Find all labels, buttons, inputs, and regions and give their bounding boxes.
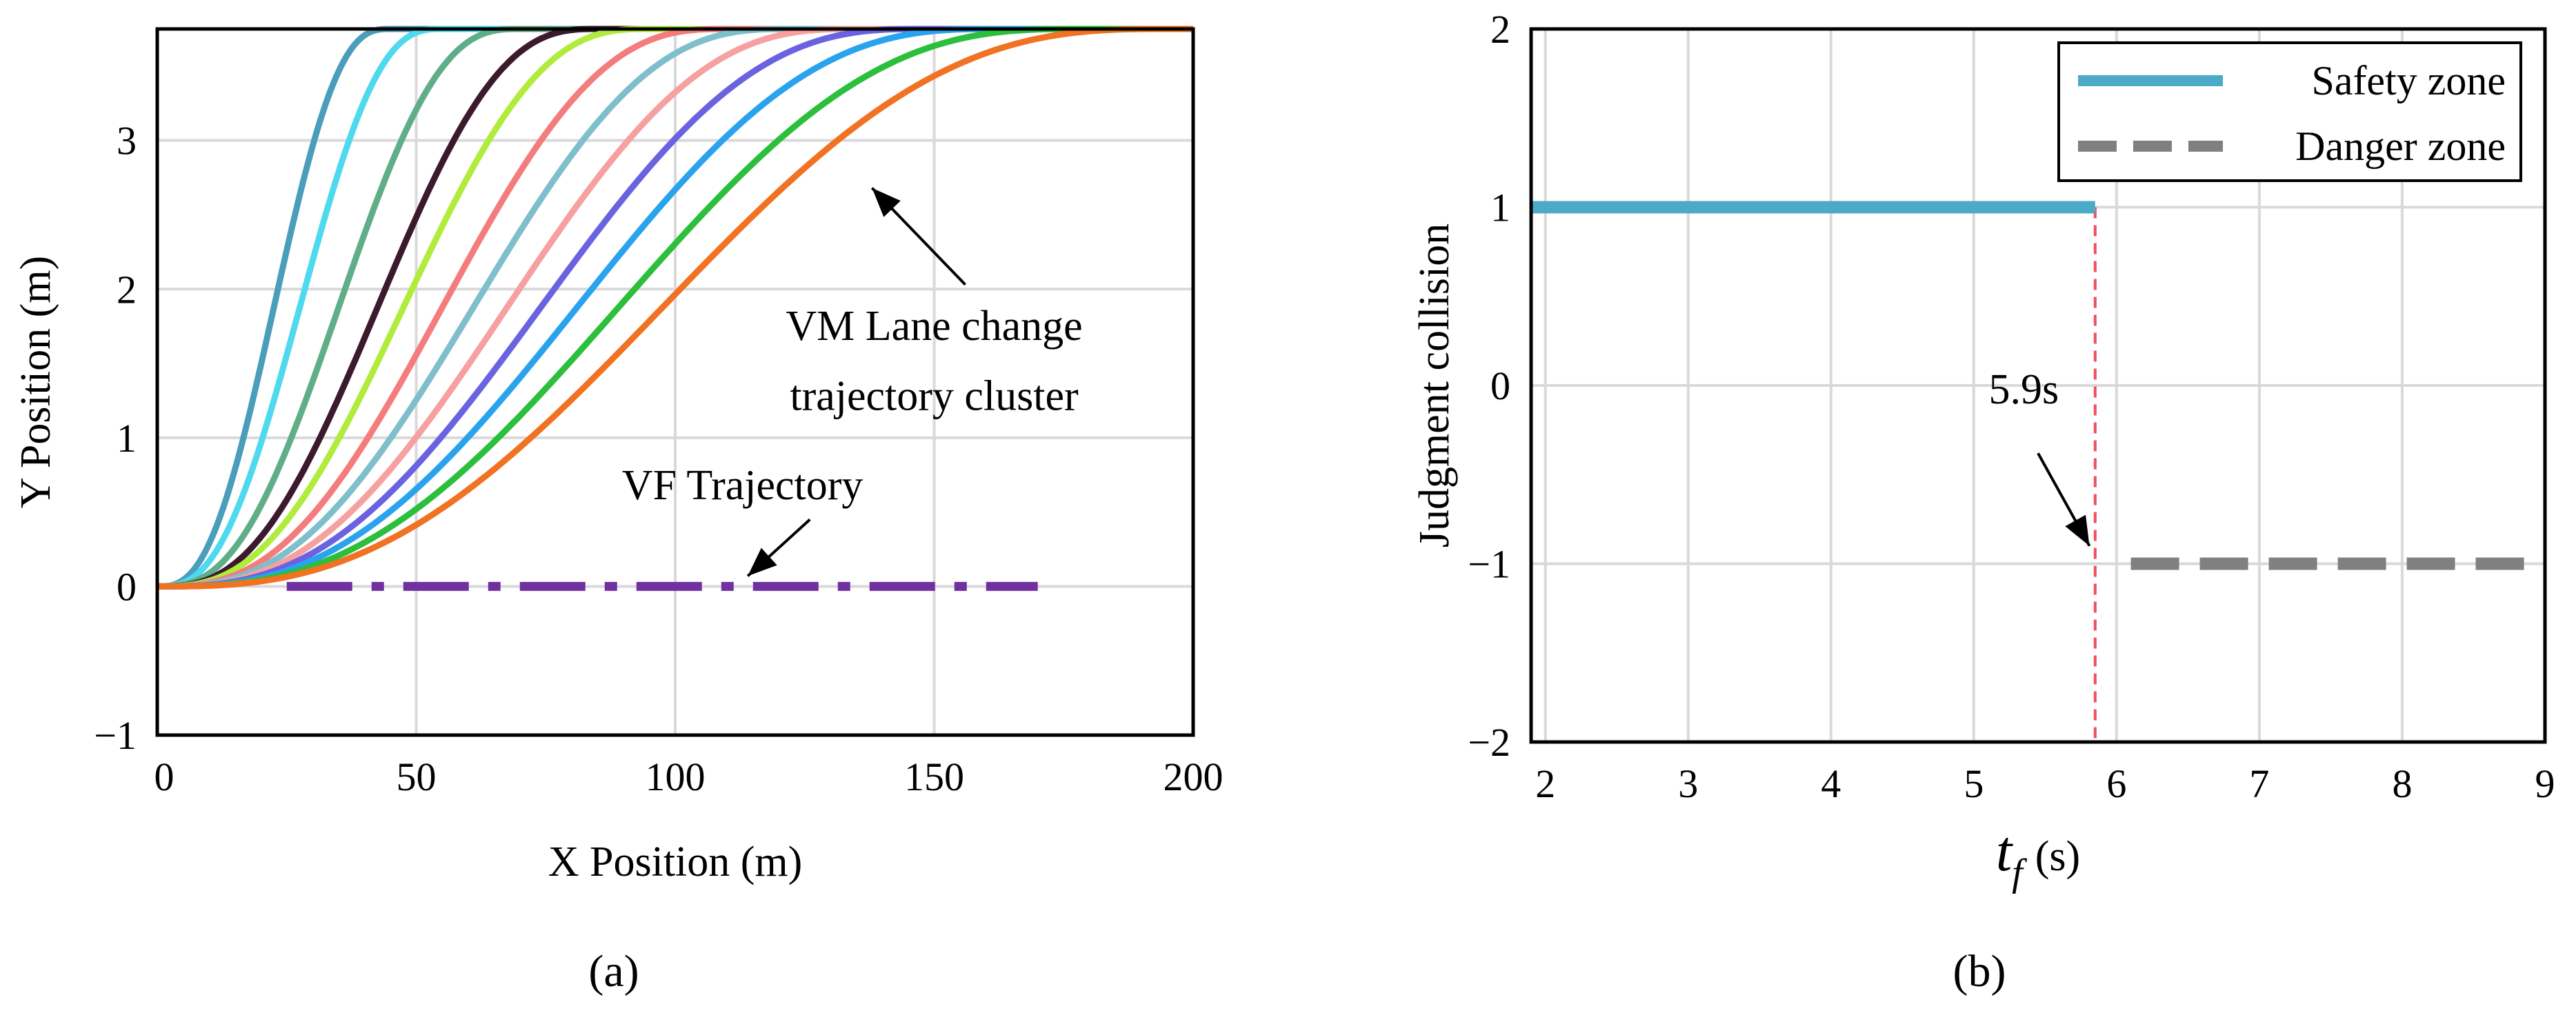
- chart-b-legend-label-safety: Safety zone: [2311, 58, 2506, 103]
- chart-a-y-tick-3: 2: [117, 267, 137, 312]
- chart-a-y-axis-label: Y Position (m): [12, 256, 59, 508]
- panel-label-a: (a): [588, 946, 639, 996]
- chart-b-x-tick-5: 7: [2249, 761, 2269, 806]
- chart-b-x-axis-label-main: t: [1996, 819, 2014, 883]
- chart-b: 2 3 4 5 6 7 8 9 −2 −1 0 1 2 Judgment collision tf (s)…: [1411, 7, 2555, 996]
- chart-a-y-tick-0: −1: [94, 713, 137, 758]
- chart-b-y-tick-1: −1: [1468, 542, 1510, 587]
- chart-a-ticks: 0 50 100 150 200 −1 0 1 2 3: [94, 119, 1223, 799]
- chart-a-y-tick-2: 1: [117, 416, 137, 461]
- chart-a-y-tick-1: 0: [117, 564, 137, 609]
- chart-a-trajectory-8: [157, 26, 1193, 590]
- chart-b-series: [1531, 201, 2545, 742]
- chart-a-trajectory-10: [157, 26, 1193, 590]
- panel-label-b: (b): [1953, 946, 2006, 996]
- chart-a-annotation-arrows: [746, 187, 966, 577]
- chart-b-annotation-arrow: [2037, 452, 2091, 547]
- chart-b-legend-label-danger: Danger zone: [2295, 123, 2506, 169]
- chart-a-x-axis-label: X Position (m): [548, 839, 803, 885]
- chart-a: 0 50 100 150 200 −1 0 1 2 3 X Position (m) Y Posi…: [12, 26, 1224, 996]
- chart-a-frame: [155, 27, 1195, 737]
- chart-b-ticks: 2 3 4 5 6 7 8 9 −2 −1 0 1 2: [1468, 7, 2555, 806]
- chart-b-y-tick-0: −2: [1468, 720, 1510, 765]
- chart-a-trajectory-9: [157, 26, 1193, 590]
- chart-a-arrow-vf: [746, 518, 811, 577]
- chart-a-x-tick-1: 50: [397, 754, 437, 799]
- chart-a-trajectory-4: [157, 26, 1193, 590]
- chart-b-x-tick-3: 5: [1964, 761, 1984, 806]
- chart-a-x-tick-3: 150: [904, 754, 964, 799]
- chart-a-annotation-vm-line1: VM Lane change: [786, 303, 1082, 350]
- chart-b-threshold-label: 5.9s: [1988, 366, 2059, 413]
- chart-a-annotation-vm-line2: trajectory cluster: [790, 372, 1079, 419]
- chart-b-y-tick-3: 1: [1490, 185, 1510, 230]
- chart-a-trajectory-12: [157, 26, 1193, 590]
- chart-a-trajectory-3: [157, 26, 1193, 590]
- chart-a-trajectory-1: [156, 26, 1193, 590]
- chart-b-x-tick-0: 2: [1535, 761, 1555, 806]
- chart-a-x-tick-2: 100: [646, 754, 706, 799]
- chart-a-trajectory-7: [157, 26, 1193, 590]
- chart-a-y-tick-4: 3: [117, 119, 137, 163]
- chart-b-y-axis-label: Judgment collision: [1411, 223, 1458, 548]
- chart-b-x-axis-label-unit: (s): [2035, 833, 2080, 880]
- chart-b-threshold-arrow: [2037, 452, 2091, 547]
- chart-b-legend-box: [2057, 41, 2522, 182]
- chart-b-x-axis-label-sub: f: [2012, 852, 2028, 894]
- chart-b-x-tick-6: 8: [2392, 761, 2412, 806]
- chart-a-x-tick-0: 0: [154, 754, 174, 799]
- chart-a-trajectory-6: [157, 26, 1193, 590]
- chart-a-annotation-vf: VF Trajectory: [622, 462, 863, 509]
- chart-a-x-tick-4: 200: [1164, 754, 1224, 799]
- chart-b-x-tick-7: 9: [2535, 761, 2555, 806]
- chart-b-x-tick-2: 4: [1821, 761, 1841, 806]
- chart-b-y-tick-2: 0: [1490, 363, 1510, 408]
- chart-a-arrow-vm: [870, 187, 966, 286]
- chart-b-legend: Safety zone Danger zone: [2057, 41, 2522, 182]
- chart-b-x-tick-4: 6: [2106, 761, 2126, 806]
- chart-b-y-tick-4: 2: [1490, 7, 1510, 52]
- chart-a-series: [156, 26, 1193, 591]
- chart-a-trajectory-5: [157, 26, 1193, 590]
- chart-b-x-axis-label: tf (s): [1996, 819, 2080, 894]
- chart-b-frame: [1529, 27, 2547, 744]
- chart-a-trajectory-2: [156, 26, 1193, 590]
- chart-b-x-tick-1: 3: [1678, 761, 1698, 806]
- chart-a-trajectory-11: [157, 26, 1193, 590]
